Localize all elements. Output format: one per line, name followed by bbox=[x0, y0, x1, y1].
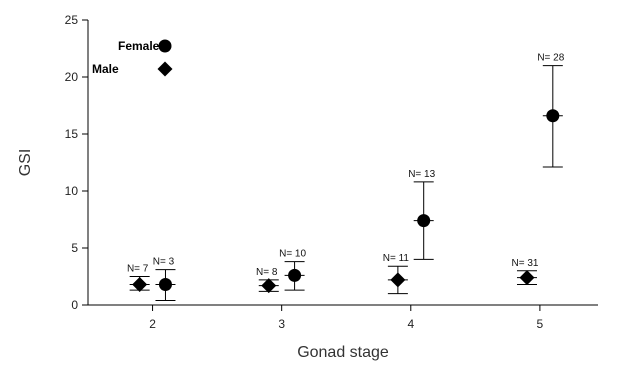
sample-size-label: N= 3 bbox=[153, 257, 175, 268]
female-point bbox=[417, 214, 431, 228]
y-tick-label: 0 bbox=[71, 298, 78, 312]
series-male: N= 7 N= 8 N= 11 N= 31 bbox=[127, 253, 539, 295]
sample-size-label: N= 31 bbox=[512, 258, 539, 269]
female-point bbox=[288, 268, 302, 282]
y-axis-title: GSI bbox=[17, 149, 34, 177]
sample-size-label: N= 11 bbox=[383, 253, 410, 264]
sample-size-label: N= 10 bbox=[279, 249, 306, 260]
x-axis-title: Gonad stage bbox=[297, 344, 389, 361]
legend-marker-female bbox=[158, 39, 172, 53]
axes: 0 5 10 15 20 25 2 3 4 5 bbox=[65, 13, 598, 331]
x-tick-label: 3 bbox=[278, 317, 285, 331]
female-point bbox=[158, 277, 172, 291]
x-tick-label: 5 bbox=[537, 317, 544, 331]
male-point bbox=[390, 272, 406, 288]
male-point bbox=[519, 270, 535, 286]
female-point bbox=[546, 109, 560, 123]
sample-size-label: N= 8 bbox=[256, 267, 278, 278]
x-tick-label: 2 bbox=[149, 317, 156, 331]
legend-marker-male bbox=[157, 61, 173, 77]
y-tick-label: 15 bbox=[65, 127, 79, 141]
y-tick-label: 20 bbox=[65, 70, 79, 84]
legend-label-male: Male bbox=[92, 62, 119, 76]
legend: Female Male bbox=[92, 39, 173, 77]
legend-label-female: Female bbox=[118, 39, 160, 53]
y-tick-label: 10 bbox=[65, 184, 79, 198]
series-female: N= 3 N= 10 N= 13 N= 28 bbox=[153, 53, 565, 301]
data-marks: N= 3 N= 10 N= 13 N= 28 N= 7 N= 8 N= 11 N= 31 bbox=[127, 53, 565, 301]
male-point bbox=[132, 276, 148, 292]
sample-size-label: N= 28 bbox=[537, 53, 564, 64]
y-tick-label: 25 bbox=[65, 13, 79, 27]
male-point bbox=[261, 278, 277, 294]
y-tick-label: 5 bbox=[71, 241, 78, 255]
sample-size-label: N= 13 bbox=[408, 169, 435, 180]
sample-size-label: N= 7 bbox=[127, 264, 149, 275]
x-tick-label: 4 bbox=[407, 317, 414, 331]
